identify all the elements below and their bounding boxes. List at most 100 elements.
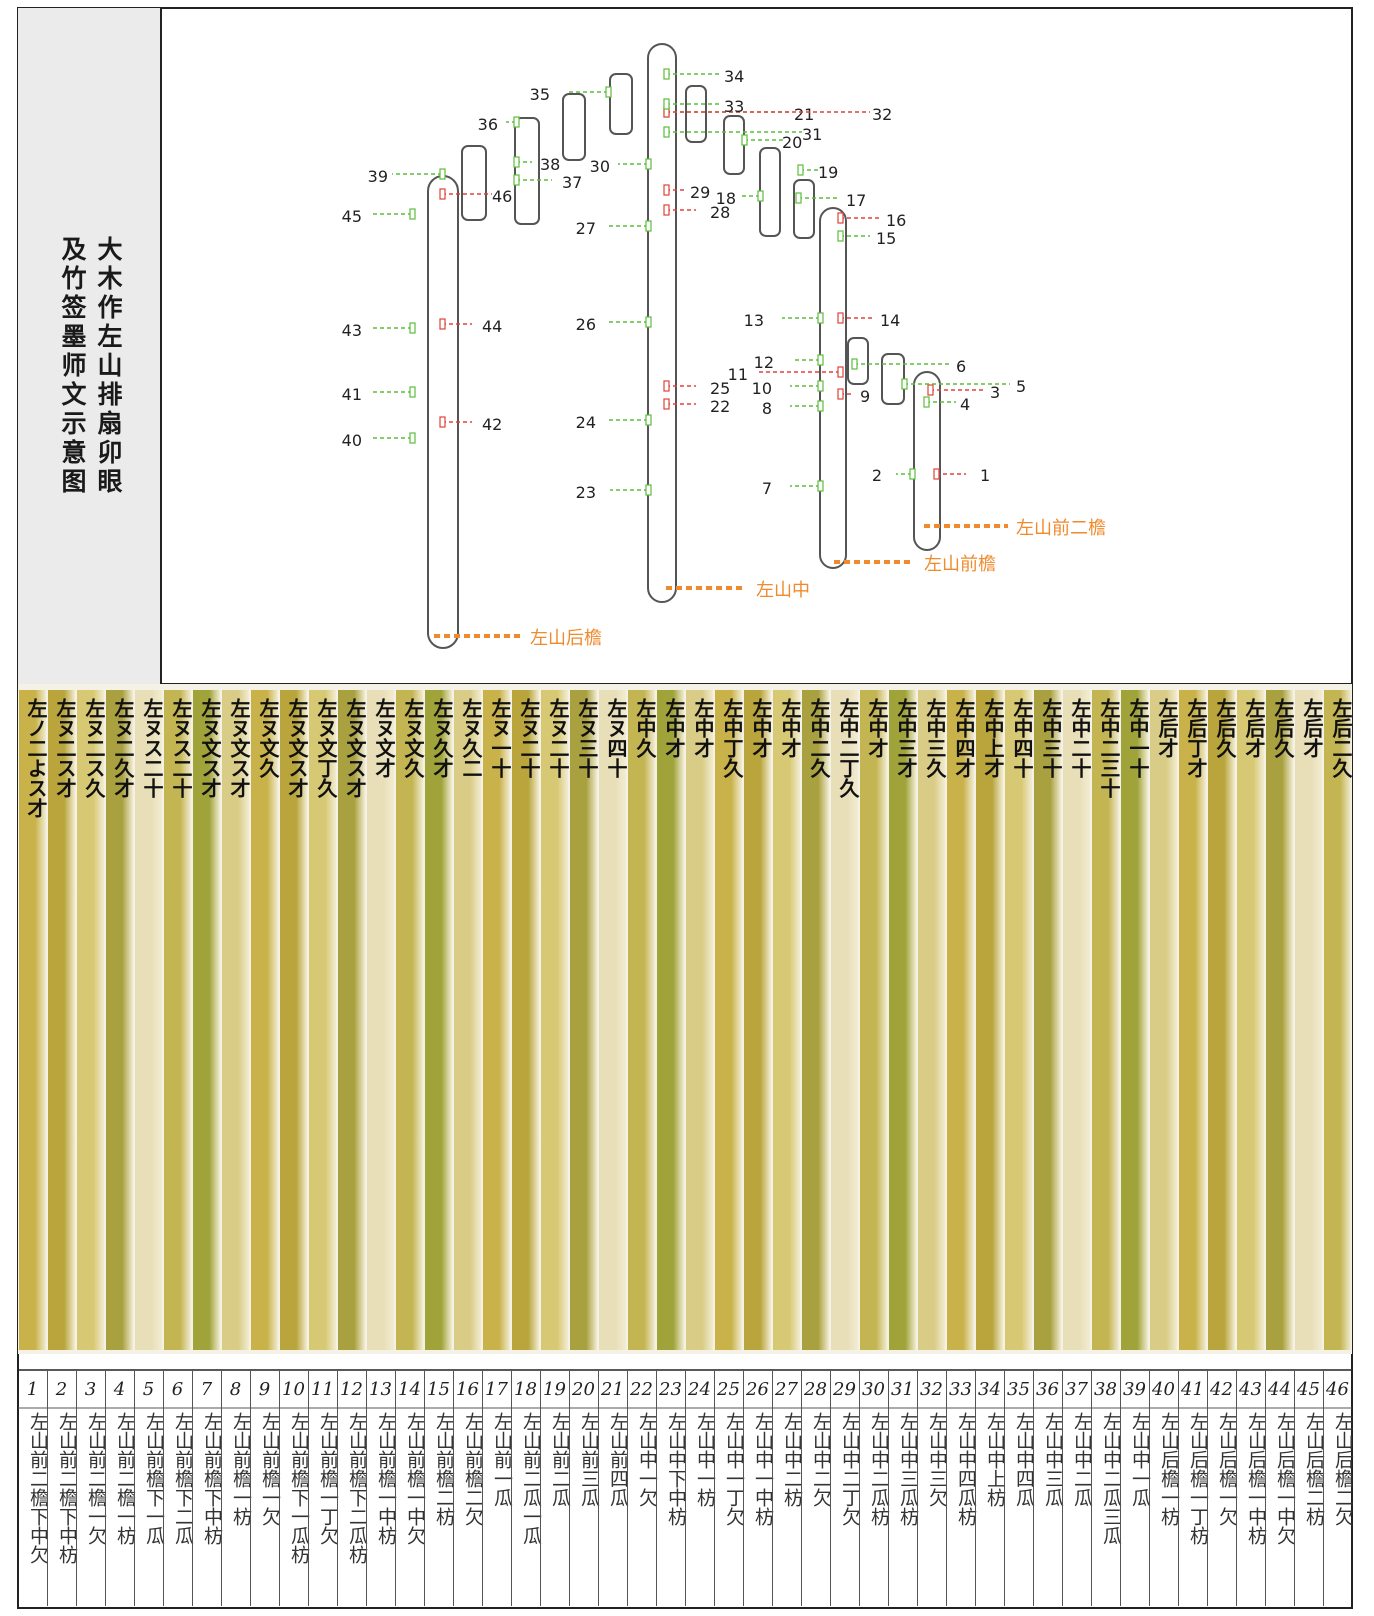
table-divider [337, 1370, 338, 1606]
slat-number: 14 [398, 1378, 421, 1400]
bamboo-slat: 左ヌ二十 [512, 690, 541, 1350]
slat-ink-script: 左中丁久 [720, 698, 744, 778]
mortise-40 [409, 432, 416, 444]
slat-number: 16 [456, 1378, 479, 1400]
marker-label-39: 39 [368, 167, 388, 186]
mortise-11 [837, 366, 844, 378]
table-divider [656, 1370, 657, 1606]
table-divider [1265, 1370, 1266, 1606]
table-divider [1294, 1370, 1295, 1606]
mortise-1 [933, 468, 940, 480]
marker-label-16: 16 [886, 211, 906, 230]
marker-label-5: 5 [1016, 377, 1026, 396]
slat-ink-script: 左ヌ文ス才 [343, 698, 367, 798]
mortise-45 [409, 208, 416, 220]
slat-ink-script: 左ヌ久二 [459, 698, 483, 778]
slat-ink-script: 左中久 [633, 698, 657, 758]
table-divider [192, 1370, 193, 1606]
bamboo-slat: 左ヌ文丁久 [309, 690, 338, 1350]
slat-name: 左山前檐下一瓜枋 [288, 1412, 310, 1564]
marker-label-26: 26 [576, 315, 596, 334]
bamboo-slat: 左中才 [744, 690, 773, 1350]
slat-number: 1 [26, 1378, 39, 1400]
slat-number: 27 [775, 1378, 798, 1400]
table-divider [1004, 1370, 1005, 1606]
bamboo-slat: 左中二三十 [1092, 690, 1121, 1350]
column-1 [427, 175, 459, 649]
mortise-5 [901, 378, 908, 390]
table-divider [76, 1370, 77, 1606]
slat-number: 8 [229, 1378, 242, 1400]
bamboo-slat: 左ヌス二十 [135, 690, 164, 1350]
slat-name: 左山前一瓜 [491, 1412, 513, 1507]
marker-label-3: 3 [990, 383, 1000, 402]
table-divider [685, 1370, 686, 1606]
slat-ink-script: 左中才 [749, 698, 773, 758]
bamboo-slat: 左ヌ文才 [367, 690, 396, 1350]
marker-label-11: 11 [728, 365, 748, 384]
table-divider [1062, 1370, 1063, 1606]
bamboo-slat: 左ヌ久二 [454, 690, 483, 1350]
marker-label-10: 10 [752, 379, 772, 398]
table-divider [279, 1370, 280, 1606]
mortise-31 [663, 126, 670, 138]
mortise-6 [851, 358, 858, 370]
mortise-38 [513, 156, 520, 168]
marker-label-24: 24 [576, 413, 596, 432]
strut-3 [562, 93, 586, 161]
bamboo-slat: 左ヌ二久才 [106, 690, 135, 1350]
slat-number: 36 [1036, 1378, 1059, 1400]
mortise-12 [817, 354, 824, 366]
mortise-23 [645, 484, 652, 496]
bamboo-slat: 左中丁久 [715, 690, 744, 1350]
bamboo-slat: 左后久 [1266, 690, 1295, 1350]
marker-label-40: 40 [342, 431, 362, 450]
slat-ink-script: 左中才 [778, 698, 802, 758]
bamboo-slat: 左中才 [860, 690, 889, 1350]
bamboo-slat: 左ヌ文久 [396, 690, 425, 1350]
slat-number: 5 [142, 1378, 155, 1400]
mortise-16 [837, 212, 844, 224]
slat-name: 左山中一瓜 [1129, 1412, 1151, 1507]
slat-number: 39 [1123, 1378, 1146, 1400]
bamboo-slat: 左中四才 [947, 690, 976, 1350]
slat-number: 42 [1210, 1378, 1233, 1400]
marker-label-25: 25 [710, 379, 730, 398]
marker-label-46: 46 [492, 187, 512, 206]
mortise-30 [645, 158, 652, 170]
slat-name: 左山后檐一中枋 [1245, 1412, 1267, 1545]
strut-10 [881, 353, 905, 405]
slat-ink-script: 左中三久 [923, 698, 947, 778]
mortise-25 [663, 380, 670, 392]
table-divider [1120, 1370, 1121, 1606]
marker-label-29: 29 [690, 183, 710, 202]
slat-name: 左山中一丁欠 [723, 1412, 745, 1526]
mortise-39 [439, 168, 446, 180]
mortise-3 [927, 384, 934, 396]
marker-label-17: 17 [846, 191, 866, 210]
slat-number: 43 [1239, 1378, 1262, 1400]
slat-number: 28 [804, 1378, 827, 1400]
strut-2 [514, 117, 540, 225]
slat-ink-script: 左ヌ文久 [401, 698, 425, 778]
table-divider [424, 1370, 425, 1606]
slat-name: 左山前二瓜一瓜 [520, 1412, 542, 1545]
mortise-17 [795, 192, 802, 204]
slat-ink-script: 左ヌス二十 [169, 698, 193, 798]
slat-number: 37 [1065, 1378, 1088, 1400]
bamboo-slat: 左中三久 [918, 690, 947, 1350]
bamboo-slat: 左ヌ文久 [251, 690, 280, 1350]
bamboo-slat: 左后二久 [1324, 690, 1352, 1350]
table-divider [250, 1370, 251, 1606]
table-divider [540, 1370, 541, 1606]
slat-name: 左山前二檐一欠 [85, 1412, 107, 1545]
slat-name: 左山中一枋 [694, 1412, 716, 1507]
marker-label-22: 22 [710, 397, 730, 416]
slat-name: 左山中二瓜枋 [868, 1412, 890, 1526]
bamboo-slat: 左中二久 [802, 690, 831, 1350]
marker-label-43: 43 [342, 321, 362, 340]
slat-ink-script: 左后丁才 [1184, 698, 1208, 778]
marker-label-12: 12 [754, 353, 774, 372]
marker-label-44: 44 [482, 317, 502, 336]
